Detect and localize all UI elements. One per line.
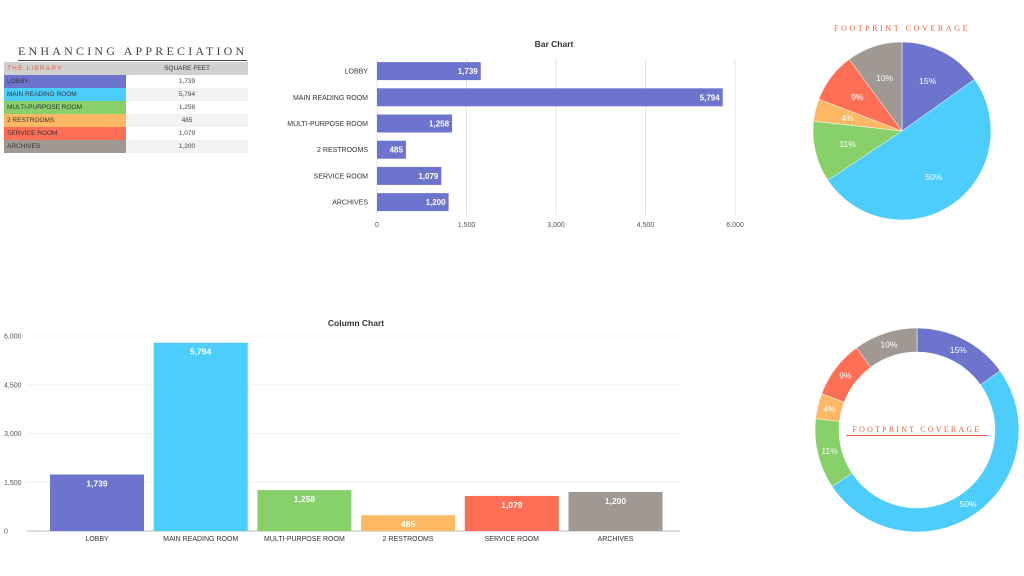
column-value-label: 1,079: [501, 500, 523, 510]
table-cell-value: 485: [126, 114, 248, 127]
column-value-label: 5,794: [190, 347, 212, 357]
donut-slice: [856, 327, 918, 368]
bar: [377, 166, 442, 185]
column-y-tick-label: 0: [4, 529, 8, 536]
bar-value-label: 1,079: [418, 172, 439, 181]
table-cell-value: 5,794: [126, 88, 248, 101]
table-cell-name: SERVICE ROOM: [4, 127, 126, 140]
bar-value-label: 1,739: [458, 67, 479, 76]
column-y-tick-label: 4,500: [4, 382, 22, 389]
donut-slice-label: 4%: [823, 404, 836, 414]
table-cell-name: 2 RESTROOMS: [4, 114, 126, 127]
bar-value-label: 485: [390, 146, 404, 155]
column-bar: [464, 495, 559, 531]
column-value-label: 1,258: [294, 494, 316, 504]
donut-slice-label: 15%: [950, 345, 967, 355]
column-bar: [568, 492, 663, 531]
column-category-label: LOBBY: [85, 536, 109, 543]
column-category-label: 2 RESTROOMS: [383, 536, 434, 543]
bar-category-label: MULTI-PURPOSE ROOM: [287, 121, 368, 128]
column-bar: [153, 342, 248, 531]
bar: [377, 193, 449, 212]
bar-x-tick-label: 0: [375, 222, 379, 229]
pie-slice-label: 15%: [919, 76, 936, 86]
bar-chart: Bar Chart 0 1,500 3,000 4,500 6,000 LOBBY 1,73…: [287, 39, 744, 229]
bar-chart-title: Bar Chart: [535, 39, 574, 49]
donut-chart: 15% 50% 11% 4% 9% 10%: [814, 327, 1020, 533]
pie-slice: [901, 41, 975, 132]
bar-category-label: 2 RESTROOMS: [317, 147, 368, 154]
pie-slice-label: 4%: [841, 113, 854, 123]
table-cell-value: 1,079: [126, 127, 248, 140]
column-chart-title: Column Chart: [328, 318, 384, 328]
column-value-label: 485: [401, 519, 415, 529]
table-row: SERVICE ROOM 1,079: [4, 127, 248, 140]
pie-chart-title: FOOTPRINT COVERAGE: [833, 24, 971, 33]
bar-x-tick-label: 6,000: [726, 222, 744, 229]
donut-slice: [831, 370, 1020, 533]
table-cell-name: LOBBY: [4, 75, 126, 88]
table-cell-value: 1,200: [126, 140, 248, 153]
column-y-tick-label: 1,500: [4, 480, 22, 487]
column-category-label: ARCHIVES: [598, 536, 634, 543]
pie-slice-label: 50%: [925, 172, 942, 182]
table-cell-name: MAIN READING ROOM: [4, 88, 126, 101]
bar-category-label: MAIN READING ROOM: [293, 95, 368, 102]
column-bar: [50, 474, 144, 531]
bar-value-label: 5,794: [700, 93, 721, 102]
bar-category-label: LOBBY: [345, 69, 369, 76]
bar-value-label: 1,258: [429, 120, 450, 129]
column-y-tick-label: 3,000: [4, 431, 22, 438]
donut-slice-label: 9%: [839, 370, 852, 380]
pie-slice: [848, 41, 903, 132]
table-row: 2 RESTROOMS 485: [4, 114, 248, 127]
bar: [377, 62, 481, 81]
pie-slice: [827, 79, 992, 221]
table-cell-name: ARCHIVES: [4, 140, 126, 153]
table-cell-value: 1,258: [126, 101, 248, 114]
bar-category-label: SERVICE ROOM: [314, 173, 368, 180]
donut-slice-label: 11%: [821, 446, 838, 456]
column-y-tick-label: 6,000: [4, 334, 22, 341]
column-bar: [361, 515, 456, 531]
pie-slice-label: 11%: [839, 139, 856, 149]
column-category-label: SERVICE ROOM: [485, 536, 539, 543]
table-title: ENHANCING APPRECIATION: [18, 44, 248, 61]
bar-value-label: 1,200: [426, 198, 447, 207]
table-header-value: SQUARE FEET: [126, 62, 248, 75]
column-category-label: MAIN READING ROOM: [163, 536, 238, 543]
column-category-label: MULTI-PURPOSE ROOM: [264, 536, 345, 543]
table-row: MULTI-PURPOSE ROOM 1,258: [4, 101, 248, 114]
bar-category-label: ARCHIVES: [332, 200, 368, 207]
donut-slice-label: 50%: [960, 499, 977, 509]
donut-slice-label: 10%: [880, 339, 897, 349]
table-row: LOBBY 1,739: [4, 75, 248, 88]
pie-slice-label: 10%: [876, 73, 893, 83]
column-value-label: 1,739: [86, 478, 108, 488]
library-table: THE LIBRARY SQUARE FEET LOBBY 1,739 MAIN R…: [4, 62, 248, 153]
column-value-label: 1,200: [605, 496, 627, 506]
pie-slice-label: 9%: [851, 92, 864, 102]
table-header-name: THE LIBRARY: [4, 62, 126, 75]
table-cell-value: 1,739: [126, 75, 248, 88]
bar: [377, 140, 406, 159]
column-bar: [257, 490, 352, 531]
bar-x-tick-label: 3,000: [547, 222, 565, 229]
pie-chart: 15% 50% 11% 4% 9% 10%: [812, 41, 992, 221]
bar: [377, 88, 723, 107]
bar: [377, 114, 453, 133]
column-chart: Column Chart 0 1,500 3,000 4,500 6,000 1,739 L…: [4, 318, 680, 543]
bar-x-tick-label: 4,500: [637, 222, 655, 229]
table-row: MAIN READING ROOM 5,794: [4, 88, 248, 101]
donut-slice: [916, 327, 1001, 386]
bar-x-tick-label: 1,500: [458, 222, 476, 229]
table-row: ARCHIVES 1,200: [4, 140, 248, 153]
donut-chart-title: FOOTPRINT COVERAGE: [846, 425, 988, 436]
table-cell-name: MULTI-PURPOSE ROOM: [4, 101, 126, 114]
